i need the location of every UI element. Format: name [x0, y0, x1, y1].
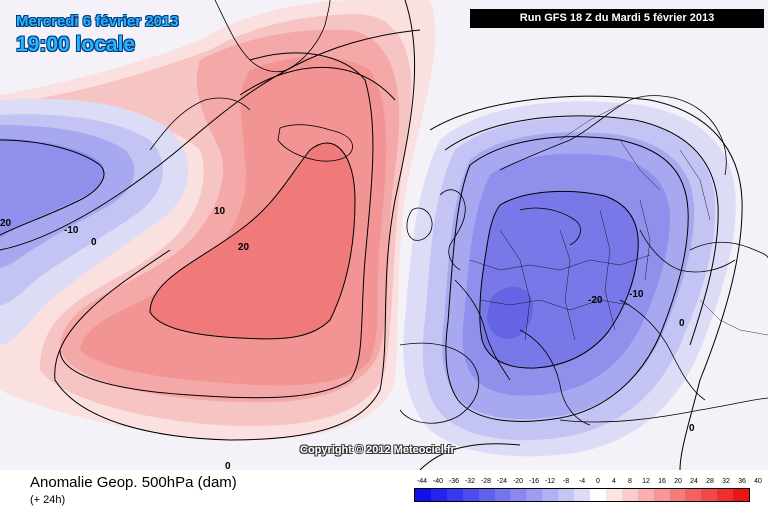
forecast-lead: (+ 24h): [30, 494, 66, 506]
legend-bar: [414, 488, 750, 502]
legend-swatch: [478, 489, 495, 501]
contour-label-zero-west: 0: [91, 237, 97, 248]
legend-tick-label: 40: [754, 478, 762, 485]
legend-swatch: [510, 489, 527, 501]
copyright-notice: Copyright © 2012 Meteociel.fr: [300, 444, 455, 456]
legend-swatch: [446, 489, 463, 501]
legend-swatch: [462, 489, 479, 501]
legend-swatch: [494, 489, 511, 501]
legend-tick-label: 24: [690, 478, 698, 485]
contour-label-pos10: 10: [214, 206, 226, 217]
legend-swatch: [669, 489, 686, 501]
legend-tick-label: 8: [628, 478, 632, 485]
legend-swatch: [542, 489, 559, 501]
legend-tick-label: -44: [416, 478, 428, 485]
contour-label-zero-bottom: 0: [225, 461, 231, 472]
legend-swatch: [653, 489, 670, 501]
contour-label-neg10-west: -10: [64, 225, 79, 236]
legend-tick-label: -24: [496, 478, 508, 485]
legend-swatch: [430, 489, 447, 501]
legend-tick-label: 16: [658, 478, 666, 485]
contour-label-neg20-west: 20: [0, 218, 12, 229]
legend-swatch: [589, 489, 606, 501]
contour-label-pos20: 20: [238, 242, 250, 253]
legend-swatch: [701, 489, 718, 501]
legend-swatch: [415, 489, 431, 501]
legend-tick-label: 4: [612, 478, 616, 485]
legend-tick-label: -32: [464, 478, 476, 485]
legend-tick-label: -8: [562, 478, 570, 485]
legend-tick-label: 36: [738, 478, 746, 485]
legend-swatch: [621, 489, 638, 501]
legend-swatch: [526, 489, 543, 501]
legend-tick-label: -12: [544, 478, 556, 485]
contour-label-zero-south: 0: [689, 423, 695, 434]
legend-tick-label: -16: [528, 478, 540, 485]
valid-date: Mercredi 6 février 2013: [16, 13, 179, 30]
valid-time: 19:00 locale: [16, 33, 136, 56]
contour-label-neg10-east: -10: [629, 289, 644, 300]
legend-tick-label: 28: [706, 478, 714, 485]
color-legend: -44 -40 -36 -32 -28 -24 -20 -16 -12 -8 -4 0 4 8 12 16 20…: [414, 478, 762, 508]
legend-swatch: [717, 489, 734, 501]
negative-anomaly-west: [0, 98, 189, 346]
legend-tick-label: -4: [578, 478, 586, 485]
anomaly-map: [0, 0, 768, 470]
legend-tick-label: 12: [642, 478, 650, 485]
legend-tick-label: -20: [512, 478, 524, 485]
legend-tick-label: -36: [448, 478, 460, 485]
legend-swatch: [637, 489, 654, 501]
contour-label-neg20-east: -20: [588, 295, 603, 306]
legend-swatch: [574, 489, 590, 501]
legend-swatch: [558, 489, 575, 501]
legend-tick-label: 20: [674, 478, 682, 485]
legend-swatch: [605, 489, 622, 501]
legend-tick-label: -28: [480, 478, 492, 485]
legend-tick-label: -40: [432, 478, 444, 485]
legend-swatch: [685, 489, 702, 501]
contour-label-zero-east: 0: [679, 318, 685, 329]
legend-tick-label: 0: [596, 478, 600, 485]
legend-tick-label: 32: [722, 478, 730, 485]
country-borders: [469, 104, 768, 341]
run-info: Run GFS 18 Z du Mardi 5 février 2013: [470, 9, 764, 28]
legend-swatch: [733, 489, 750, 501]
coastlines: [149, 0, 768, 426]
map-title: Anomalie Geop. 500hPa (dam): [30, 474, 237, 491]
